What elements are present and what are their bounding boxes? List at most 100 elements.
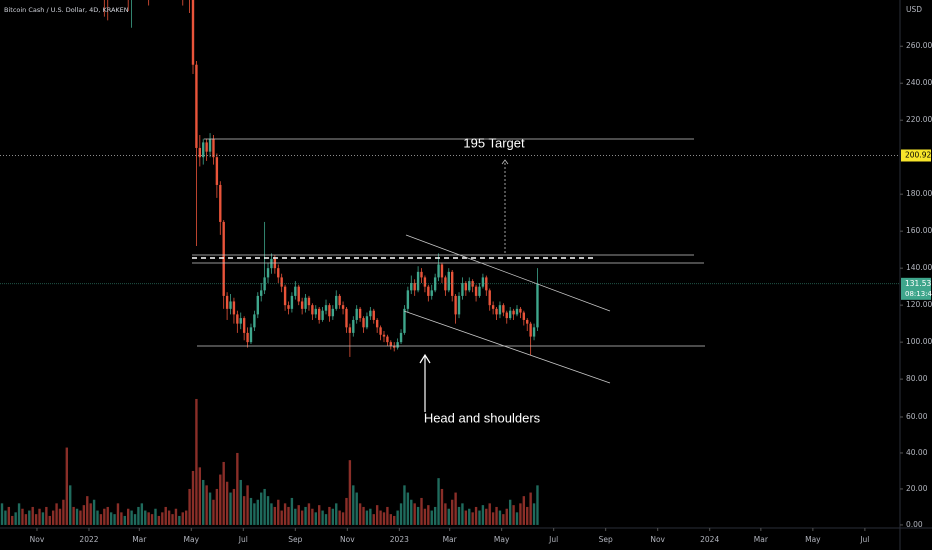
volume-bar (488, 503, 491, 525)
candle-body (532, 327, 536, 337)
drawings (192, 138, 705, 412)
volume-bar (498, 510, 502, 525)
y-tick-label: 220.00 (906, 115, 932, 124)
volume-bar (393, 515, 396, 525)
volume-bar (116, 503, 120, 525)
candle-body (468, 281, 471, 291)
candle-body (526, 319, 529, 324)
volume-bar (225, 481, 229, 525)
volume-bar (75, 508, 79, 525)
x-tick-label: Nov (30, 535, 45, 544)
volume-bar (253, 503, 256, 525)
volume-bar (72, 506, 75, 525)
volume-bar (123, 515, 126, 525)
volume-bar (161, 512, 164, 525)
candle-body (413, 282, 416, 291)
candle-body (280, 277, 283, 287)
candle-body (519, 308, 522, 313)
volume-bar (256, 499, 259, 525)
x-tick-label: Mar (132, 535, 147, 544)
volume-bar (416, 506, 420, 525)
last-price-box (901, 277, 931, 300)
candle-body (512, 310, 515, 315)
candle-body (328, 305, 331, 317)
target-arrow-head (501, 159, 509, 165)
volume-bar (246, 485, 249, 525)
volume-bar (338, 510, 341, 525)
volume-bar (375, 505, 379, 525)
candle-body (464, 282, 468, 291)
candle-body (321, 310, 324, 320)
x-tick-label: 2024 (700, 535, 719, 544)
volume-bar (31, 506, 34, 525)
volume-bar (345, 497, 348, 525)
x-tick-label: 2023 (390, 535, 409, 544)
candle-body (283, 286, 287, 306)
volume-bar (140, 503, 144, 525)
candle-body (498, 305, 502, 315)
candle-body (430, 290, 433, 296)
volume-bar (406, 492, 410, 525)
x-tick-label: Nov (340, 535, 355, 544)
volume-bar (62, 499, 65, 525)
volume-bar (4, 510, 7, 525)
candle-body (423, 277, 427, 287)
candle-body (297, 286, 300, 302)
volume-bar (154, 508, 157, 525)
candle-body (495, 308, 498, 315)
volume-bar (304, 506, 307, 525)
candle-body (249, 327, 253, 343)
volume-bar (270, 503, 273, 525)
volume-bar (28, 510, 31, 525)
volume-bar (212, 499, 215, 525)
candle-body (375, 319, 379, 328)
volume-bar (48, 515, 51, 525)
volume-bar (96, 510, 99, 525)
candle-body (300, 301, 304, 309)
volume-bar (14, 512, 17, 525)
volume-bar (260, 492, 263, 525)
volume-bar (99, 514, 103, 525)
volume-bar (468, 508, 471, 525)
candle-body (457, 295, 461, 315)
candle-body (236, 314, 239, 324)
volume-tick-label: 20.00 (906, 484, 928, 493)
volume-bar (478, 510, 481, 525)
candle-body (355, 308, 358, 320)
volume-bar (171, 514, 174, 525)
volume-bar (341, 512, 345, 525)
volume-bar (362, 506, 365, 525)
candle-body (294, 286, 297, 296)
volume-bar (232, 488, 236, 525)
volume-bar (300, 510, 304, 525)
volume-bar (144, 510, 147, 525)
volume-bar (51, 510, 55, 525)
volume-bar (502, 514, 505, 525)
candle-body (317, 308, 321, 320)
volume-bar (508, 499, 512, 525)
volume-bar (89, 503, 92, 525)
volume-bar (184, 510, 188, 525)
candle-body (478, 286, 481, 296)
candle-body (362, 318, 365, 328)
volume-bar (427, 505, 430, 525)
volume-bar (11, 515, 14, 525)
volume-bar (321, 510, 324, 525)
volume-bar (519, 503, 522, 525)
volume-bar (120, 512, 123, 525)
y-tick-label: 140.00 (906, 263, 932, 272)
volume-bar (399, 503, 403, 525)
y-tick-label: 260.00 (906, 41, 932, 50)
x-tick-label: 2022 (79, 535, 98, 544)
volume-bar (24, 514, 28, 525)
volume-bar (127, 508, 130, 525)
candle-body (410, 282, 413, 291)
volume-bar (454, 492, 457, 525)
volume-bar (181, 512, 184, 525)
candle-body (273, 258, 277, 269)
candle-body (382, 334, 386, 337)
volume-bar (430, 510, 433, 525)
candle-body (208, 138, 212, 152)
volume-bar (386, 506, 389, 525)
